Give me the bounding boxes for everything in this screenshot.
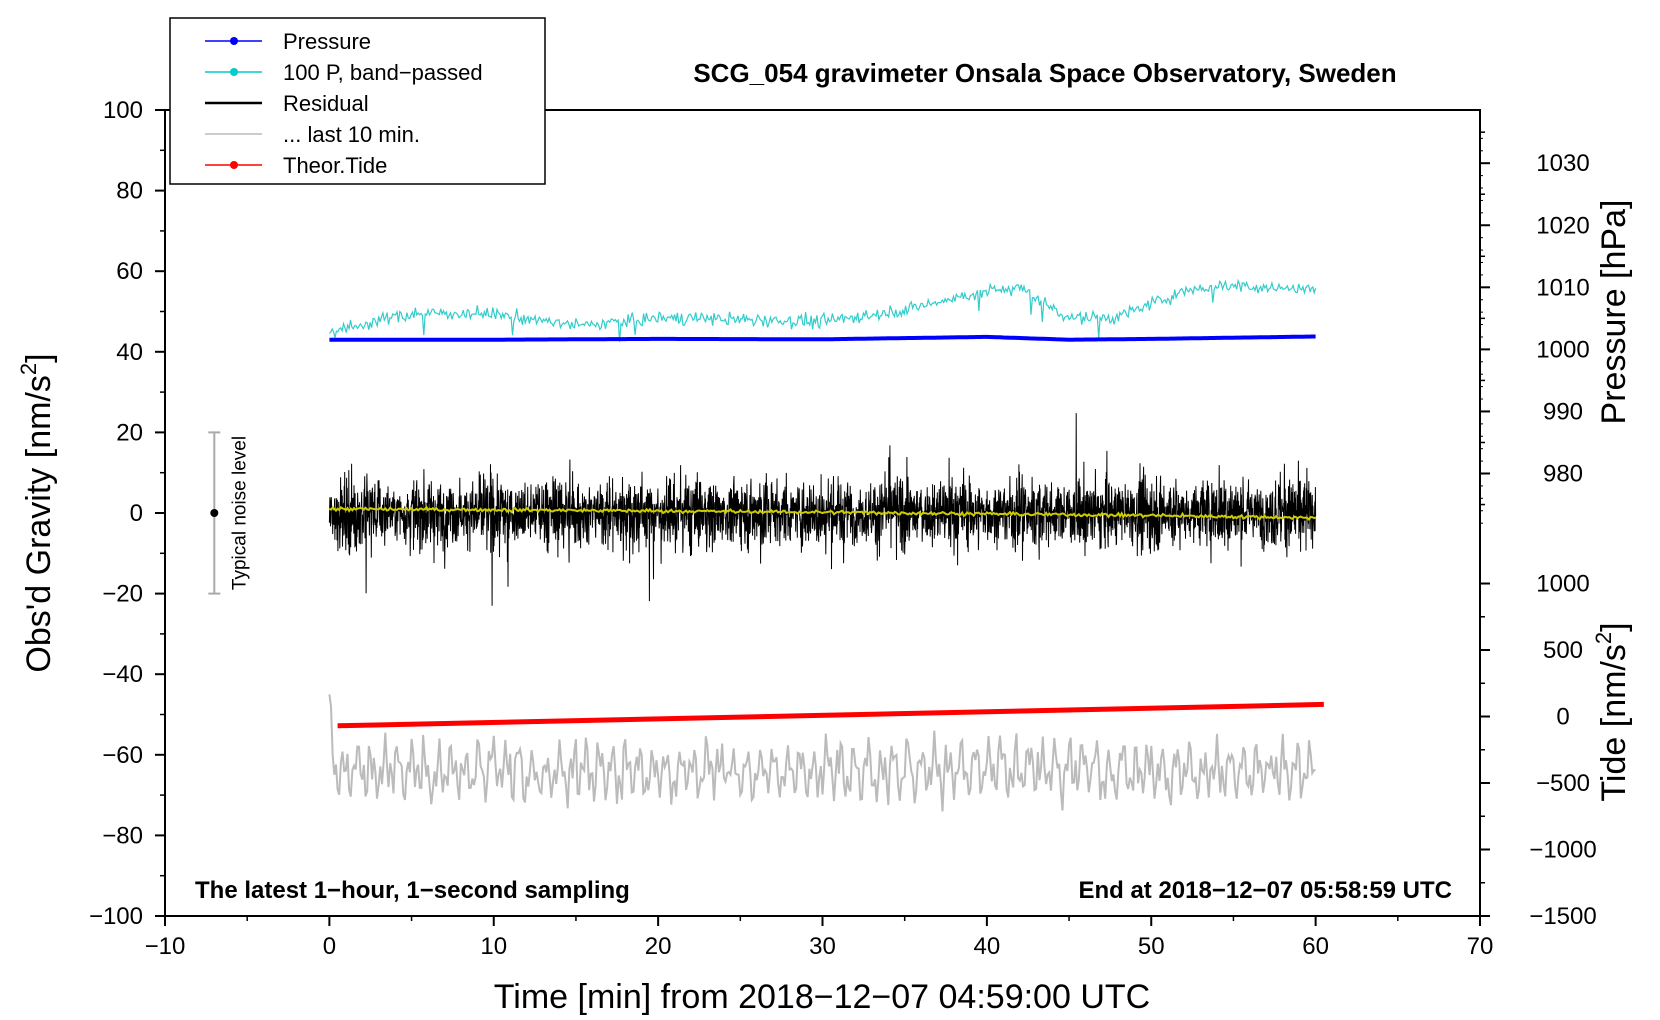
- chart-title: SCG_054 gravimeter Onsala Space Observat…: [693, 58, 1396, 88]
- tide-tick-label: 0: [1556, 704, 1569, 731]
- x-tick-label: 50: [1138, 933, 1165, 960]
- legend-label: Theor.Tide: [283, 153, 387, 178]
- pressure-tick-label: 1030: [1536, 150, 1589, 177]
- x-tick-label: 30: [809, 933, 836, 960]
- noise-bar: Typical noise level: [208, 431, 250, 595]
- legend-marker: [230, 161, 238, 169]
- pressure-tick-label: 980: [1543, 461, 1583, 488]
- y-tick-label: 20: [116, 419, 143, 446]
- x-tick-label: 0: [323, 933, 336, 960]
- tide-tick-label: 1000: [1536, 571, 1589, 598]
- x-tick-label: −10: [145, 933, 186, 960]
- y-tick-label: 100: [103, 97, 143, 124]
- series-pressure: [329, 334, 1316, 342]
- y-tick-label: −80: [102, 822, 143, 849]
- tide-tick-label: −500: [1536, 770, 1590, 797]
- legend-label: 100 P, band−passed: [283, 60, 483, 85]
- x-tick-label: 70: [1467, 933, 1494, 960]
- y-tick-label: 0: [130, 500, 143, 527]
- pressure-tick-label: 990: [1543, 398, 1583, 425]
- annotation-sampling: The latest 1−hour, 1−second sampling: [195, 877, 630, 904]
- y-tick-label: −100: [89, 903, 143, 930]
- pressure-tick-label: 1010: [1536, 274, 1589, 301]
- y-axis-title-gravity: Obs'd Gravity [nm/s2]: [16, 353, 58, 672]
- y-axis-title-tide-close: ]: [1595, 622, 1633, 631]
- tide-tick-label: 500: [1543, 637, 1583, 664]
- y-tick-label: 60: [116, 258, 143, 285]
- series-band-passed: [328, 278, 1317, 342]
- pressure-tick-label: 1000: [1536, 336, 1589, 363]
- legend-box: [169, 17, 546, 185]
- tide-tick-label: −1000: [1529, 837, 1596, 864]
- y-axis-title-tide: Tide [nm/s2]: [1591, 622, 1633, 801]
- series-residual-smoothed: [328, 505, 1316, 522]
- legend: Pressure 100 P, band−passed Residual ... la…: [169, 17, 546, 185]
- series-layer: [328, 278, 1324, 812]
- legend-items: Pressure 100 P, band−passed Residual ... la…: [205, 29, 483, 178]
- legend-label: Pressure: [283, 29, 371, 54]
- y-axis-title-tide-sup: 2: [1591, 632, 1616, 644]
- y-tick-label: −40: [102, 661, 143, 688]
- y-tick-label: −20: [102, 581, 143, 608]
- y-axis-title-pressure: Pressure [hPa]: [1595, 200, 1633, 425]
- y-axis-title-gravity-text: Obs'd Gravity [nm/s: [20, 375, 58, 672]
- x-tick-label: 40: [974, 933, 1001, 960]
- pressure-tick-label: 1020: [1536, 212, 1589, 239]
- y-axis-title-gravity-sup: 2: [16, 363, 41, 375]
- legend-label: ... last 10 min.: [283, 122, 420, 147]
- x-axis-title: Time [min] from 2018−12−07 04:59:00 UTC: [494, 978, 1150, 1016]
- x-tick-label: 20: [645, 933, 672, 960]
- legend-marker: [230, 37, 238, 45]
- y-axis-title-tide-text: Tide [nm/s: [1595, 644, 1633, 801]
- axis-layer: −10 0 10 20 30 40 50 60 70−100−80−60−40−20020406…: [89, 97, 1597, 960]
- y-tick-label: 40: [116, 339, 143, 366]
- tide-tick-label: −1500: [1529, 903, 1596, 930]
- noise-bar-dot: [210, 509, 219, 517]
- series-residual: [328, 413, 1317, 606]
- y-axis-title-gravity-close: ]: [20, 353, 58, 362]
- noise-bar-label: Typical noise level: [229, 436, 250, 590]
- y-tick-label: 80: [116, 178, 143, 205]
- y-tick-label: −60: [102, 742, 143, 769]
- x-tick-label: 10: [480, 933, 507, 960]
- series-theor-tide: [337, 701, 1324, 729]
- annotation-end-time: End at 2018−12−07 05:58:59 UTC: [1078, 877, 1452, 904]
- series-last-10-min: [328, 694, 1316, 812]
- x-tick-label: 60: [1302, 933, 1329, 960]
- legend-label: Residual: [283, 91, 369, 116]
- legend-marker: [230, 68, 238, 76]
